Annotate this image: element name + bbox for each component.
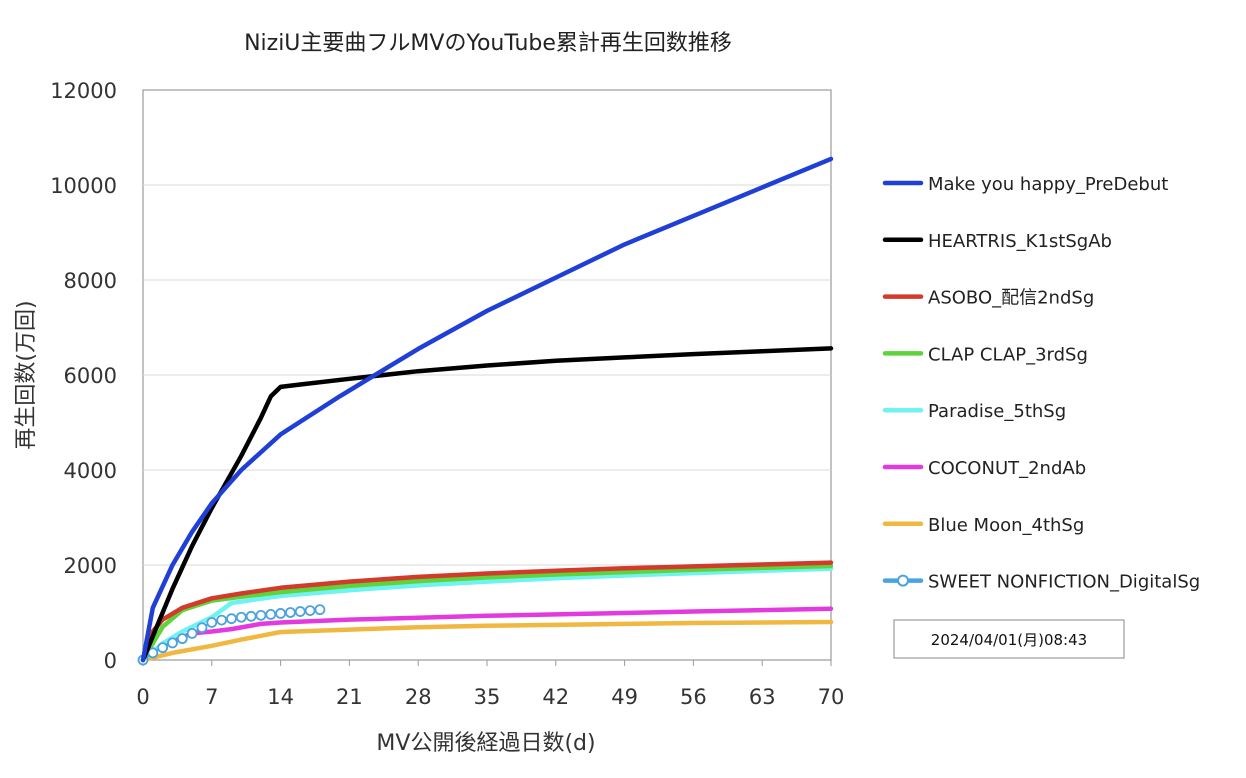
series-line-1 xyxy=(140,346,834,663)
series-line-6 xyxy=(140,619,834,663)
legend-label: Make you happy_PreDebut xyxy=(928,174,1168,195)
series-point xyxy=(314,604,326,616)
y-axis-label: 再生回数(万回) xyxy=(14,300,39,449)
series-point xyxy=(255,609,267,621)
x-tick-label: 7 xyxy=(205,685,218,709)
series-point xyxy=(176,633,188,645)
x-tick-labels: 0 7 14 21 28 35 42 49 56 63 70 xyxy=(136,660,844,709)
series-point xyxy=(186,628,198,639)
legend-label: Paradise_5thSg xyxy=(928,401,1066,422)
legend-label: ASOBO_配信2ndSg xyxy=(928,288,1094,309)
x-tick-label: 42 xyxy=(542,685,569,709)
x-axis-label: MV公開後経過日数(d) xyxy=(376,731,595,756)
series-point xyxy=(275,608,287,619)
y-tick-label: 6000 xyxy=(64,364,117,388)
x-tick-label: 35 xyxy=(474,685,501,709)
y-tick-label: 10000 xyxy=(50,174,117,198)
y-tick-label: 0 xyxy=(104,649,117,673)
x-tick-label: 21 xyxy=(336,685,363,709)
series-point xyxy=(216,614,228,626)
legend-label: HEARTRIS_K1stSgAb xyxy=(928,231,1112,252)
series-point xyxy=(196,622,208,634)
series-point xyxy=(304,605,316,616)
x-tick-label: 0 xyxy=(136,685,149,709)
series-point xyxy=(235,611,247,623)
y-tick-label: 2000 xyxy=(64,554,117,578)
x-tick-label: 49 xyxy=(611,685,638,709)
x-tick-label: 28 xyxy=(405,685,432,709)
legend-label: COCONUT_2ndAb xyxy=(928,458,1086,479)
series-point xyxy=(157,642,169,654)
series-line-0 xyxy=(140,156,834,663)
series-point xyxy=(265,609,277,620)
x-tick-label: 56 xyxy=(680,685,707,709)
y-tick-label: 8000 xyxy=(64,269,117,293)
series-point xyxy=(294,606,306,617)
series-lines xyxy=(137,156,834,666)
timestamp-box: 2024/04/01(月)08:43 xyxy=(893,619,1125,659)
timestamp: 2024/04/01(月)08:43 xyxy=(931,631,1087,649)
x-tick-label: 63 xyxy=(749,685,776,709)
legend-label: SWEET NONFICTION_DigitalSg xyxy=(928,572,1200,593)
legend-marker xyxy=(897,574,909,587)
legend-label: Blue Moon_4thSg xyxy=(928,515,1084,536)
x-tick-label: 70 xyxy=(818,685,845,709)
x-tick-label: 14 xyxy=(267,685,294,709)
series-point xyxy=(245,610,257,622)
y-tick-labels: 0 2000 4000 6000 8000 10000 12000 xyxy=(50,79,117,673)
series-point xyxy=(226,613,237,625)
series-point xyxy=(206,617,218,628)
chart-title: NiziU主要曲フルMVのYouTube累計再生回数推移 xyxy=(244,31,732,56)
series-point xyxy=(285,607,296,618)
y-tick-label: 4000 xyxy=(64,459,117,483)
legend: Make you happy_PreDebut HEARTRIS_K1stSgAb… xyxy=(882,174,1200,593)
series-line-4 xyxy=(140,566,834,663)
y-tick-label: 12000 xyxy=(50,79,117,103)
series-point xyxy=(167,637,178,649)
legend-label: CLAP CLAP_3rdSg xyxy=(928,344,1088,365)
series-line-2 xyxy=(140,560,834,663)
